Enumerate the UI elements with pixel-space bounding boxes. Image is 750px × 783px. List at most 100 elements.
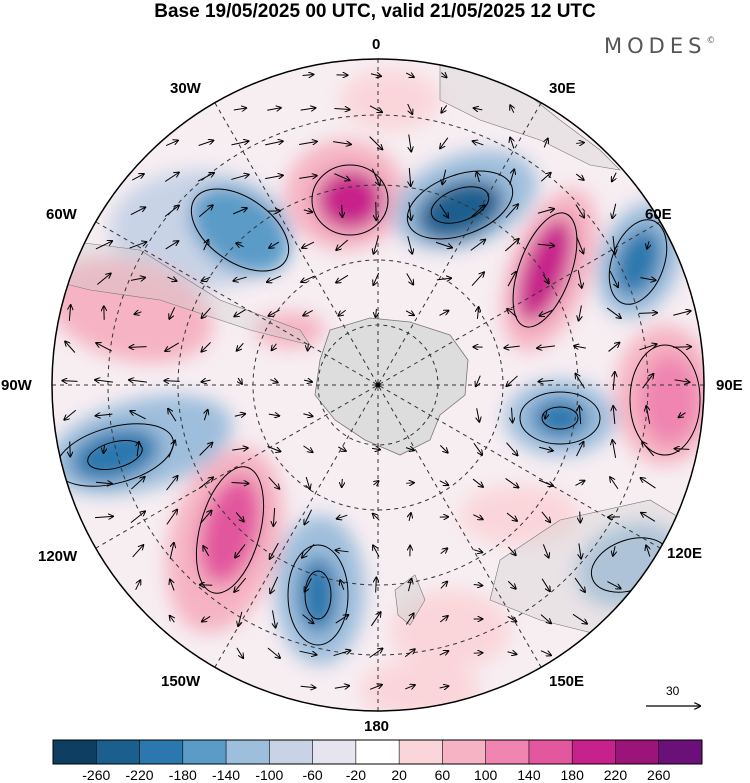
- lon-label-150w: 150W: [161, 673, 201, 690]
- wind-arrow: [198, 205, 213, 218]
- wind-arrow: [405, 311, 414, 315]
- wind-arrow: [579, 305, 582, 320]
- wind-arrow: [95, 482, 112, 483]
- wind-arrow: [95, 241, 112, 250]
- wind-arrow: [334, 173, 349, 181]
- wind-arrow: [303, 445, 312, 452]
- wind-arrow: [94, 516, 113, 517]
- wind-arrow: [340, 580, 344, 590]
- south-pole-marker: [375, 382, 381, 388]
- wind-arrow: [204, 410, 207, 421]
- wind-arrow: [300, 108, 316, 110]
- wind-arrow: [197, 173, 214, 182]
- wind-arrow: [198, 140, 214, 146]
- wind-arrow: [267, 647, 280, 658]
- wind-arrow: [369, 685, 382, 690]
- wind-arrow: [507, 580, 516, 588]
- colorbar-tick-label: -100: [255, 767, 284, 783]
- wind-arrow: [376, 577, 377, 593]
- colorbar-tick-label: -180: [168, 767, 197, 783]
- wind-arrow: [504, 346, 520, 348]
- lon-label-180: 180: [364, 718, 390, 735]
- wind-arrow: [407, 103, 413, 114]
- lon-label-120e: 120E: [667, 545, 703, 562]
- wind-arrow: [168, 441, 175, 458]
- wind-arrow: [641, 513, 656, 522]
- wind-arrow: [303, 309, 313, 315]
- wind-arrow: [608, 343, 620, 352]
- wind-arrow: [64, 409, 77, 420]
- wind-arrow: [577, 270, 582, 288]
- wind-arrow: [579, 543, 581, 558]
- wind-arrow: [304, 509, 313, 525]
- wind-arrow: [96, 414, 113, 416]
- wind-arrow: [306, 476, 310, 489]
- wind-arrow: [234, 414, 245, 416]
- wind-arrow: [439, 204, 448, 218]
- wind-arrow: [542, 544, 548, 557]
- wind-arrow: [302, 74, 314, 75]
- wind-arrow: [234, 577, 247, 592]
- wind-arrow: [406, 273, 413, 284]
- wind-arrow: [336, 274, 349, 282]
- wind-arrow: [674, 380, 690, 382]
- colorbar-tick-label: 60: [434, 767, 451, 783]
- wind-arrow: [303, 414, 312, 417]
- wind-arrow: [337, 515, 348, 519]
- lon-label-0: 0: [372, 36, 381, 53]
- wind-arrow: [409, 513, 411, 522]
- wind-arrow: [65, 341, 76, 353]
- wind-arrow: [405, 613, 413, 625]
- wind-arrow: [510, 138, 514, 149]
- wind-arrow: [336, 550, 349, 552]
- wind-arrow: [70, 441, 71, 457]
- wind-arrow: [405, 685, 415, 689]
- map-title: Base 19/05/2025 00 UTC, valid 21/05/2025…: [154, 1, 596, 22]
- lon-label-120w: 120W: [38, 548, 78, 565]
- wind-arrow: [167, 277, 176, 281]
- wind-arrow: [130, 411, 146, 420]
- wind-arrow: [409, 202, 411, 220]
- wind-arrow: [342, 478, 343, 487]
- wind-arrow: [202, 277, 211, 281]
- wind-arrow: [231, 141, 248, 146]
- wind-arrow: [510, 105, 514, 113]
- wind-arrow: [575, 481, 584, 486]
- wind-arrow: [371, 448, 380, 449]
- wind-arrow: [237, 342, 244, 350]
- wind-arrow: [506, 375, 518, 386]
- colorbar-tick-label: 260: [647, 767, 671, 783]
- wind-arrow: [506, 512, 517, 521]
- wind-arrow: [545, 411, 547, 419]
- wind-arrow: [373, 545, 380, 557]
- wind-arrow: [302, 544, 315, 557]
- wind-arrow: [646, 406, 649, 424]
- wind-arrow: [299, 141, 317, 144]
- wind-arrow: [642, 374, 654, 389]
- wind-arrow: [270, 542, 279, 559]
- colorbar-tick-label: 140: [517, 767, 541, 783]
- wind-arrow: [165, 140, 178, 147]
- wind-arrow: [338, 309, 346, 316]
- wind-arrow: [335, 615, 348, 624]
- wind-arrow: [540, 614, 551, 624]
- wind-arrow: [439, 616, 448, 623]
- wind-arrow: [95, 380, 113, 382]
- wind-arrow: [235, 544, 246, 557]
- wind-arrow: [474, 108, 483, 110]
- lon-label-30e: 30E: [549, 80, 576, 97]
- colorbar-tick-label: -220: [125, 767, 154, 783]
- wind-arrow: [538, 479, 553, 486]
- wind-arrow: [612, 203, 615, 218]
- wind-arrow: [203, 546, 210, 557]
- wind-arrow: [646, 545, 650, 557]
- wind-arrow: [336, 239, 349, 250]
- wind-arrow: [342, 204, 343, 217]
- wind-arrow: [63, 381, 78, 382]
- wind-arrow: [470, 240, 485, 251]
- wind-arrow: [576, 442, 584, 457]
- wind-arrow: [132, 545, 144, 558]
- wind-arrow: [337, 447, 346, 451]
- wind-arrow: [238, 377, 242, 384]
- wind-arrow: [473, 584, 483, 585]
